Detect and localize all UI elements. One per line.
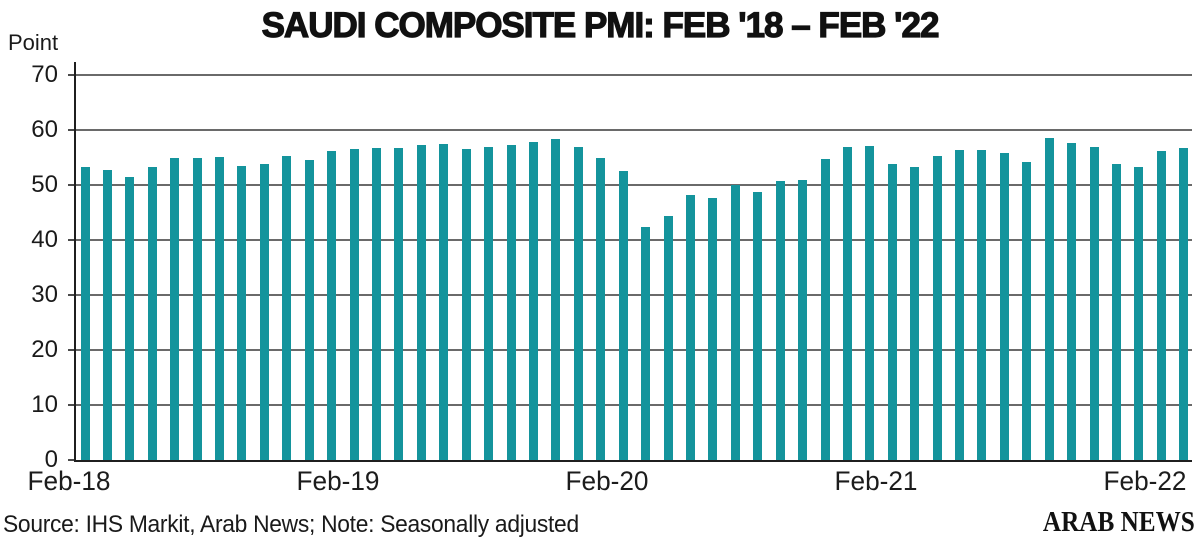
bar — [439, 144, 449, 460]
gridline — [76, 294, 1192, 296]
bar — [1112, 163, 1122, 460]
x-tick-label: Feb-22 — [1103, 466, 1187, 496]
bar — [753, 191, 763, 460]
gridline — [76, 184, 1192, 186]
bar — [775, 181, 785, 460]
y-tick-label: 60 — [31, 116, 58, 143]
bar — [416, 144, 426, 460]
y-tick-label: 0 — [44, 446, 58, 473]
bar — [1179, 147, 1189, 460]
y-axis-unit-label: Point — [8, 30, 59, 55]
y-axis-tick — [68, 459, 76, 461]
gridline — [76, 404, 1192, 406]
y-axis-tick — [68, 184, 76, 186]
y-tick-label: 50 — [31, 171, 58, 198]
arab-news-logo: ARAB NEWS — [1043, 507, 1195, 538]
bar — [618, 171, 628, 460]
gridline — [76, 74, 1192, 76]
bar — [1134, 167, 1144, 460]
bar — [1156, 150, 1166, 460]
bar — [80, 167, 90, 460]
x-tick-label: Feb-19 — [296, 466, 380, 496]
bar — [865, 145, 875, 460]
bar — [977, 149, 987, 460]
bar — [349, 148, 359, 460]
bar — [999, 153, 1009, 460]
y-axis-tick — [68, 404, 76, 406]
bar — [708, 197, 718, 460]
bar — [1089, 147, 1099, 460]
bar — [327, 150, 337, 460]
bar — [192, 158, 202, 460]
bar — [506, 144, 516, 460]
bar — [798, 179, 808, 460]
bar — [887, 163, 897, 460]
y-axis-line — [74, 62, 76, 460]
bar — [1067, 142, 1077, 460]
bar — [125, 177, 135, 460]
y-tick-label: 70 — [31, 61, 58, 88]
bar — [215, 156, 225, 460]
x-tick-label: Feb-21 — [834, 466, 918, 496]
bar — [484, 146, 494, 460]
bar — [596, 158, 606, 460]
source-note: Source: IHS Markit, Arab News; Note: Sea… — [3, 511, 579, 538]
gridline — [76, 239, 1192, 241]
bar — [842, 146, 852, 460]
gridline — [76, 129, 1192, 131]
bar — [932, 156, 942, 460]
bar — [237, 166, 247, 460]
bar — [641, 226, 651, 460]
bar — [147, 167, 157, 460]
bar — [170, 157, 180, 460]
y-tick-label: 30 — [31, 281, 58, 308]
bar — [663, 215, 673, 460]
chart-title: SAUDI COMPOSITE PMI: FEB '18 – FEB '22 — [261, 5, 940, 45]
bar — [685, 195, 695, 460]
bar — [282, 156, 292, 460]
bar — [102, 169, 112, 460]
bar — [461, 148, 471, 460]
x-axis-line — [74, 460, 1192, 462]
bar — [304, 160, 314, 460]
y-tick-label: 40 — [31, 226, 58, 253]
bar — [259, 164, 269, 460]
x-tick-label: Feb-20 — [565, 466, 649, 496]
bar — [820, 159, 830, 460]
bar — [372, 147, 382, 460]
y-axis-tick — [68, 239, 76, 241]
y-tick-label: 10 — [31, 391, 58, 418]
bar — [730, 185, 740, 460]
bar — [573, 147, 583, 460]
bar — [528, 142, 538, 460]
y-tick-label: 20 — [31, 336, 58, 363]
bar — [1044, 137, 1054, 460]
bar — [551, 139, 561, 460]
bar — [910, 166, 920, 460]
bar — [955, 149, 965, 460]
bar — [1022, 162, 1032, 460]
y-axis-tick — [68, 129, 76, 131]
x-tick-label: Feb-18 — [27, 466, 111, 496]
y-axis-tick — [68, 294, 76, 296]
y-axis-tick — [68, 349, 76, 351]
gridline — [76, 349, 1192, 351]
bar — [394, 147, 404, 460]
y-axis-tick — [68, 74, 76, 76]
